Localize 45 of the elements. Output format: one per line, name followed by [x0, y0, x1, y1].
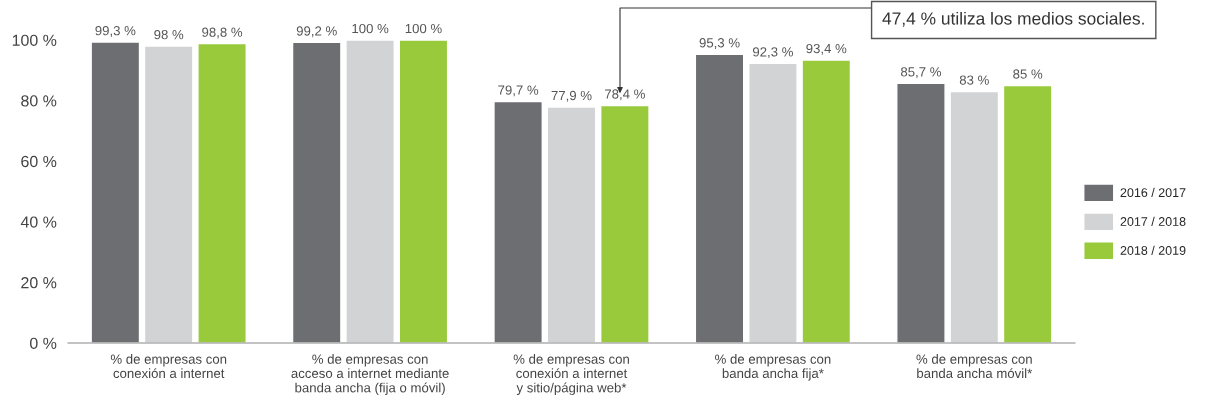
y-tick-label: 100 % [12, 34, 57, 46]
data-label: 98,8 % [202, 27, 243, 39]
x-tick-label: % de empresas con conexión a internet [110, 354, 227, 379]
legend-label: 2018 / 2019 [1120, 245, 1186, 255]
data-label: 93,4 % [806, 43, 847, 55]
bar [493, 100, 543, 343]
data-label: 77,9 % [551, 90, 592, 102]
data-label: 95,3 % [699, 38, 740, 50]
y-tick-label: 40 % [20, 216, 57, 228]
data-label: 83 % [959, 75, 989, 85]
bar [949, 90, 1000, 343]
text: 47,4 % utiliza los medios sociales. [882, 11, 1144, 27]
bar [748, 62, 798, 343]
bar [600, 104, 650, 343]
data-label: 99,2 % [296, 26, 337, 38]
x-tick-label: % de empresas con acceso a internet mediante banda ancha (fija o móvil) [291, 354, 449, 396]
bar [694, 53, 745, 343]
bar [90, 41, 141, 343]
data-label: 85 % [1013, 69, 1043, 79]
y-tick-label: 60 % [21, 155, 57, 168]
data-label: 78,4 % [605, 89, 645, 101]
bar [398, 40, 449, 343]
bar [291, 41, 342, 343]
data-label: 92,3 % [752, 47, 793, 59]
bar [143, 45, 194, 343]
data-label: 98 % [154, 29, 184, 40]
data-label: 99,3 % [95, 26, 136, 37]
y-tick-label: 0 % [29, 337, 57, 349]
legend-label: 2016 / 2017 [1120, 187, 1186, 198]
y-tick-label: 20 % [21, 277, 57, 289]
bar [546, 106, 597, 343]
x-tick-label: % de empresas con banda ancha móvil* [916, 354, 1033, 379]
data-label: 79,7 % [498, 85, 539, 97]
bar [345, 40, 395, 343]
data-label: 100 % [405, 23, 442, 34]
bar [896, 82, 946, 343]
bar [1002, 84, 1053, 343]
y-tick-label: 80 % [21, 95, 57, 107]
legend-label: 2017 / 2018 [1120, 216, 1186, 226]
data-label: 85,7 % [900, 67, 941, 79]
x-tick-label: % de empresas con conexión a internet y sitio/página web* [513, 354, 629, 396]
bar [801, 59, 852, 343]
x-tick-label: % de empresas con banda ancha fija* [715, 354, 831, 381]
data-label: 100 % [352, 23, 389, 34]
bar [197, 42, 247, 343]
